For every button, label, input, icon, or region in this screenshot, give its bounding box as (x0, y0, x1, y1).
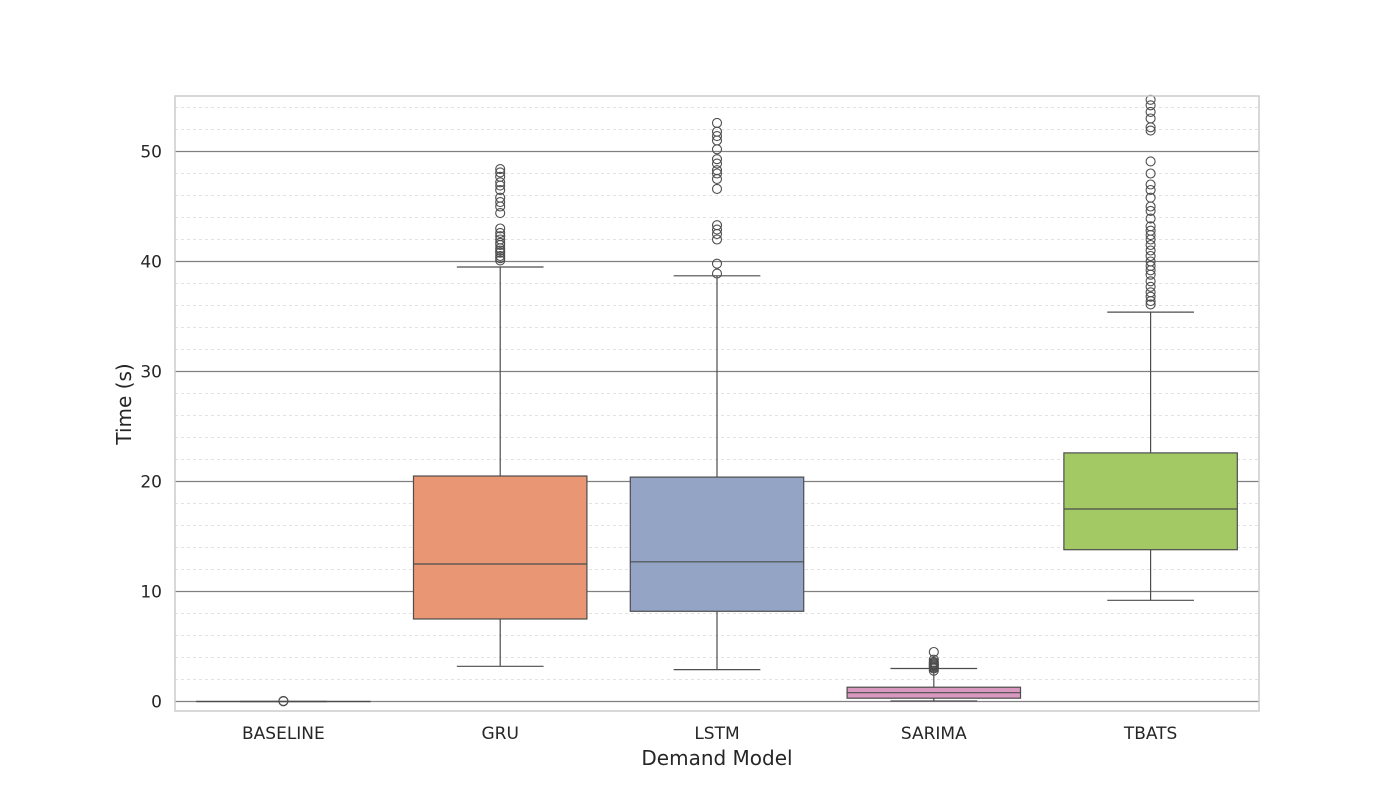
x-tick-label: BASELINE (242, 724, 325, 744)
outlier-point (1145, 156, 1156, 167)
outlier-point (711, 168, 723, 179)
outlier-point (1145, 225, 1156, 236)
outlier-point (495, 171, 506, 182)
outlier-point (1145, 281, 1156, 292)
outlier-point (1145, 184, 1156, 196)
outlier-point (495, 192, 506, 203)
outlier-point (711, 131, 723, 142)
x-tick-label: LSTM (694, 724, 739, 744)
outlier-point (1145, 250, 1156, 262)
outlier-point (1145, 287, 1156, 298)
outlier-point (711, 258, 723, 269)
y-tick-label: 50 (140, 143, 162, 163)
y-tick-labels: 0 10 20 30 40 50 (140, 143, 162, 713)
outlier-point (495, 250, 506, 262)
outlier-point (495, 234, 506, 245)
outlier-point (1145, 179, 1156, 190)
outlier-point (1145, 213, 1156, 224)
outlier-point (495, 208, 506, 219)
outlier-point (1145, 205, 1156, 216)
outlier-point (1145, 168, 1156, 179)
outlier-point (1145, 276, 1156, 287)
outlier-point (495, 197, 506, 208)
outlier-point (495, 227, 506, 238)
outlier-point (928, 654, 939, 665)
outlier-point (711, 234, 723, 245)
outlier-point (1145, 299, 1156, 310)
outlier-point (928, 646, 939, 658)
outlier-point (495, 237, 506, 248)
x-tick-label: GRU (481, 724, 518, 744)
outlier-point (495, 223, 506, 234)
y-axis-label: Time (s) (112, 363, 136, 445)
outlier-point (711, 117, 723, 128)
outlier-point (711, 158, 723, 169)
x-tick-label: TBATS (1123, 724, 1178, 744)
x-tick-labels: BASELINE GRU LSTM SARIMA TBATS (242, 724, 1177, 744)
y-tick-label: 40 (140, 253, 162, 273)
box-sarima (846, 646, 1022, 702)
box-series (196, 94, 1238, 707)
outlier-point (1145, 221, 1156, 232)
y-tick-label: 30 (140, 363, 162, 383)
box-iqr (412, 475, 588, 620)
outlier-point (1145, 245, 1156, 256)
outlier-point (711, 268, 723, 279)
outlier-point (495, 164, 506, 175)
outlier-point (1145, 192, 1156, 203)
outlier-point (711, 154, 723, 165)
outlier-point (1145, 113, 1156, 124)
box-iqr (1063, 452, 1238, 551)
outlier-point (711, 224, 723, 235)
outlier-point (495, 177, 506, 188)
outlier-point (495, 231, 506, 242)
y-tick-label: 10 (140, 583, 162, 603)
outlier-point (1145, 239, 1156, 251)
x-tick-label: SARIMA (901, 724, 967, 744)
outlier-point (1145, 100, 1156, 111)
outlier-point (1145, 291, 1156, 302)
y-tick-label: 0 (151, 693, 162, 713)
outlier-point (278, 695, 289, 707)
box-lstm (629, 117, 805, 671)
box-gru (412, 164, 588, 667)
outlier-point (1145, 125, 1156, 136)
outlier-point (1145, 256, 1156, 267)
outlier-point (1145, 106, 1156, 117)
outlier-point (711, 165, 723, 176)
box-iqr (629, 476, 805, 612)
outlier-point (1145, 260, 1156, 271)
outlier-point (711, 183, 723, 194)
box-baseline (196, 695, 371, 707)
outlier-point (495, 184, 506, 196)
plot-frame (174, 95, 1260, 712)
y-tick-label: 20 (140, 473, 162, 493)
x-axis-label: Demand Model (641, 746, 792, 770)
box-tbats (1063, 94, 1238, 601)
outlier-point (711, 220, 723, 231)
outlier-point (495, 167, 506, 178)
